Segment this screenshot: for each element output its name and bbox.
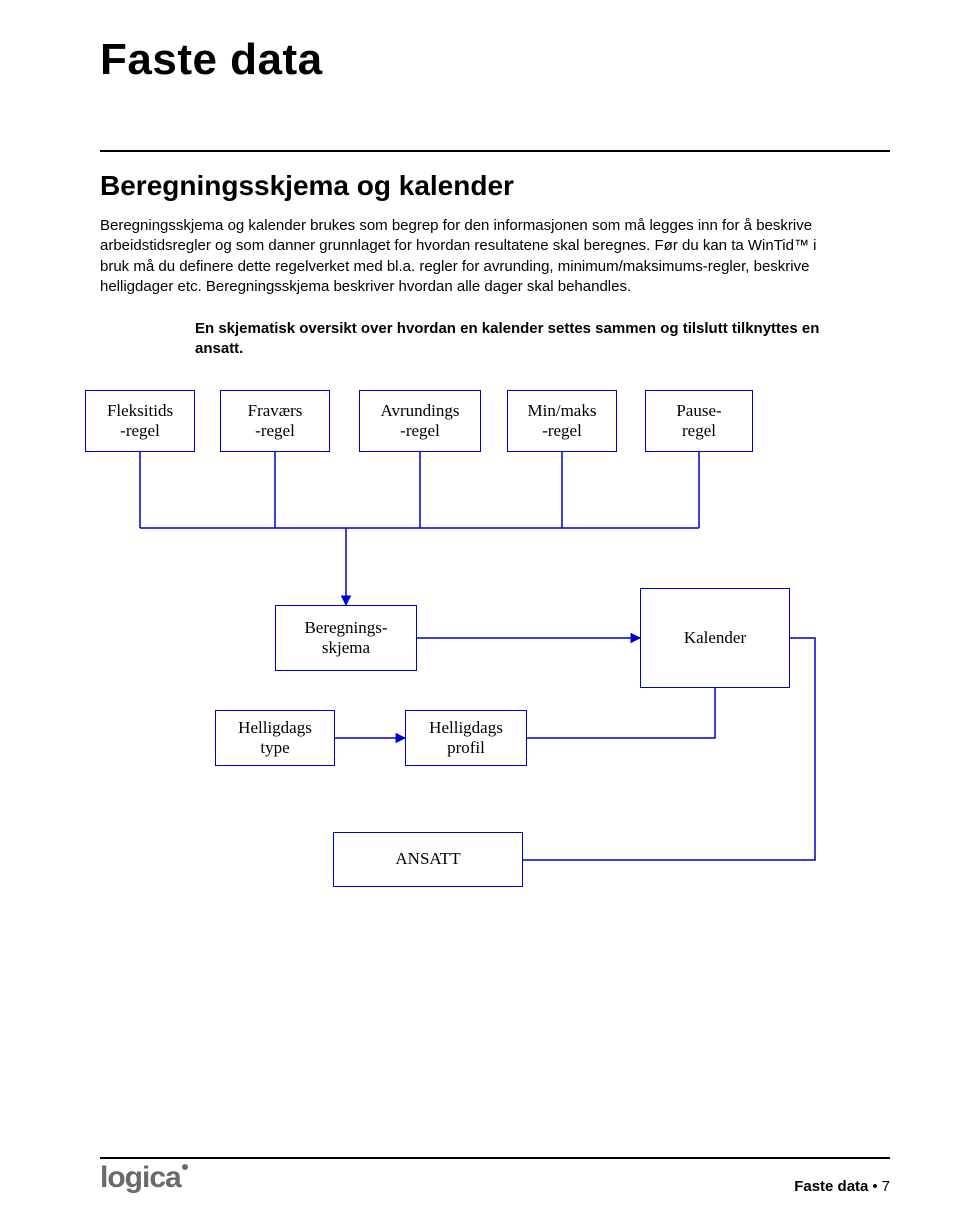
- diagram-intro: En skjematisk oversikt over hvordan en k…: [100, 319, 820, 360]
- node-fravaer: Fraværs-regel: [220, 390, 330, 452]
- node-minmaks: Min/maks-regel: [507, 390, 617, 452]
- node-pause: Pause-regel: [645, 390, 753, 452]
- body-text: Beregningsskjema og kalender brukes som …: [100, 216, 820, 297]
- footer-section: Faste data: [794, 1178, 868, 1195]
- node-htype: Helligdagstype: [215, 710, 335, 766]
- page-title: Faste data: [100, 35, 890, 85]
- node-fleksi: Fleksitids-regel: [85, 390, 195, 452]
- node-avrund: Avrundings-regel: [359, 390, 481, 452]
- section-title: Beregningsskjema og kalender: [100, 170, 890, 202]
- flowchart-diagram: Fleksitids-regel Fraværs-regel Avrundings-…: [85, 390, 845, 950]
- node-beregning: Beregnings-skjema: [275, 605, 417, 671]
- node-kalender: Kalender: [640, 588, 790, 688]
- logica-logo: logica: [100, 1161, 188, 1195]
- footer-page-ref: Faste data•7: [794, 1178, 890, 1195]
- node-hprofil: Helligdagsprofil: [405, 710, 527, 766]
- title-rule: [100, 150, 890, 152]
- footer-rule: [100, 1157, 890, 1159]
- node-ansatt: ANSATT: [333, 832, 523, 887]
- footer-page-number: 7: [882, 1178, 890, 1195]
- page-footer: logica Faste data•7: [100, 1161, 890, 1195]
